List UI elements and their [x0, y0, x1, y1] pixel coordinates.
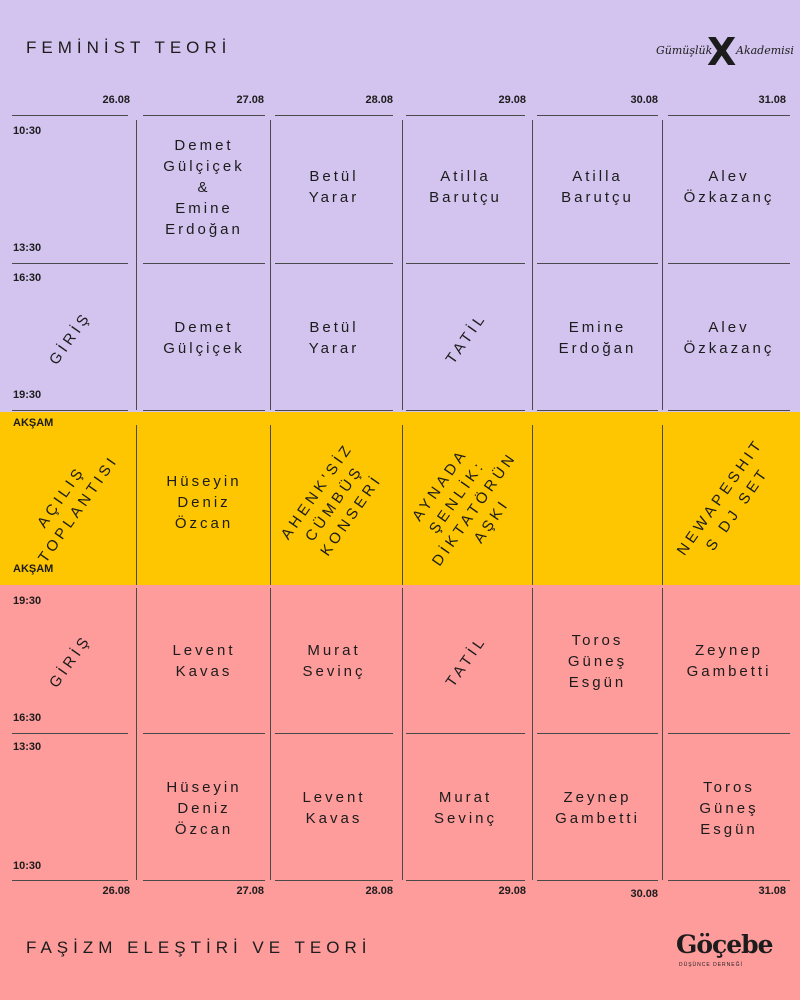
logo-x-mark: X [707, 30, 737, 74]
horizontal-rule [275, 733, 393, 734]
schedule-cell: Alev Özkazanç [683, 168, 775, 206]
schedule-cell: Levent Kavas [172, 642, 236, 680]
horizontal-rule [537, 115, 658, 116]
date-label: 29.08 [498, 94, 526, 106]
horizontal-rule [275, 880, 393, 881]
schedule-cell: Zeynep Gambetti [686, 642, 772, 680]
date-label: 26.08 [102, 94, 130, 106]
gocebe-logo-sub: DÜŞÜNCE DERNEĞİ [679, 962, 743, 968]
schedule-cell: Betül Yarar [308, 319, 360, 357]
horizontal-rule [275, 263, 393, 264]
schedule-cell: Toros Güneş Esgün [567, 631, 628, 691]
logo-left-text: Gümüşlük [656, 44, 713, 57]
schedule-cell: Emine Erdoğan [558, 319, 637, 357]
schedule-cell: Betül Yarar [308, 168, 360, 206]
vertical-rule [402, 120, 403, 410]
horizontal-rule [12, 733, 128, 734]
schedule-cell: Atilla Barutçu [429, 168, 502, 206]
horizontal-rule [12, 115, 128, 116]
vertical-rule [136, 120, 137, 410]
vertical-rule [402, 588, 403, 880]
horizontal-rule [406, 263, 525, 264]
vertical-rule [270, 120, 271, 410]
schedule-cell: Hüseyin Deniz Özcan [166, 778, 242, 838]
time-label: 19:30 [13, 389, 42, 401]
schedule-cell: Toros Güneş Esgün [699, 778, 759, 838]
vertical-rule [136, 425, 137, 585]
date-label: 28.08 [365, 94, 393, 106]
gocebe-logo-name: Göçebe [676, 930, 774, 959]
horizontal-rule [406, 733, 525, 734]
date-label: 31.08 [758, 94, 786, 106]
time-label: 19:30 [13, 595, 42, 607]
schedule-cell: Alev Özkazanç [683, 319, 775, 357]
schedule-cell: Demet Gülçiçek [163, 319, 245, 357]
horizontal-rule [537, 263, 658, 264]
vertical-rule [532, 120, 533, 410]
schedule-cell: Murat Sevinç [302, 642, 366, 680]
horizontal-rule [143, 410, 265, 411]
horizontal-rule [537, 880, 658, 881]
time-label: AKŞAM [13, 417, 54, 429]
schedule-cell: Hüseyin Deniz Özcan [166, 473, 242, 532]
horizontal-rule [406, 410, 525, 411]
schedule-cell: Murat Sevinç [433, 789, 498, 827]
horizontal-rule [668, 263, 790, 264]
time-label: AKŞAM [13, 563, 54, 575]
top-title: FEMİNİST TEORİ [26, 38, 232, 57]
feminist-theory-section [0, 0, 800, 412]
horizontal-rule [668, 115, 790, 116]
time-label: 13:30 [13, 242, 42, 254]
time-label: 13:30 [13, 741, 42, 753]
fascism-critique-section [0, 585, 800, 1000]
vertical-rule [402, 425, 403, 585]
vertical-rule [136, 588, 137, 880]
horizontal-rule [537, 410, 658, 411]
horizontal-rule [143, 115, 265, 116]
schedule-cell: Levent Kavas [302, 789, 366, 827]
date-label: 29.08 [498, 885, 526, 897]
vertical-rule [662, 425, 663, 585]
evening-section [0, 412, 800, 585]
logo-right-text: Akademisi [736, 44, 794, 57]
horizontal-rule [406, 115, 525, 116]
schedule-cell: Zeynep Gambetti [555, 789, 640, 827]
horizontal-rule [406, 880, 525, 881]
time-label: 16:30 [13, 712, 42, 724]
date-label: 30.08 [630, 94, 658, 106]
date-label: 30.08 [630, 888, 658, 900]
date-label: 26.08 [102, 885, 130, 897]
horizontal-rule [275, 410, 393, 411]
time-label: 10:30 [13, 125, 42, 137]
vertical-rule [270, 588, 271, 880]
date-label: 27.08 [236, 885, 264, 897]
vertical-rule [532, 425, 533, 585]
horizontal-rule [12, 263, 128, 264]
horizontal-rule [12, 410, 128, 411]
vertical-rule [532, 588, 533, 880]
vertical-rule [270, 425, 271, 585]
date-label: 31.08 [758, 885, 786, 897]
horizontal-rule [143, 263, 265, 264]
horizontal-rule [668, 880, 790, 881]
horizontal-rule [275, 115, 393, 116]
horizontal-rule [143, 880, 265, 881]
vertical-rule [662, 120, 663, 410]
date-label: 28.08 [365, 885, 393, 897]
time-label: 10:30 [13, 860, 42, 872]
schedule-cell: Demet Gülçiçek & Emine Erdoğan [163, 136, 245, 238]
time-label: 16:30 [13, 272, 42, 284]
horizontal-rule [537, 733, 658, 734]
horizontal-rule [143, 733, 265, 734]
schedule-cell: Atilla Barutçu [561, 168, 634, 206]
bottom-title: FAŞİZM ELEŞTİRİ VE TEORİ [26, 938, 372, 957]
horizontal-rule [668, 410, 790, 411]
vertical-rule [662, 588, 663, 880]
date-label: 27.08 [236, 94, 264, 106]
horizontal-rule [12, 880, 128, 881]
horizontal-rule [668, 733, 790, 734]
